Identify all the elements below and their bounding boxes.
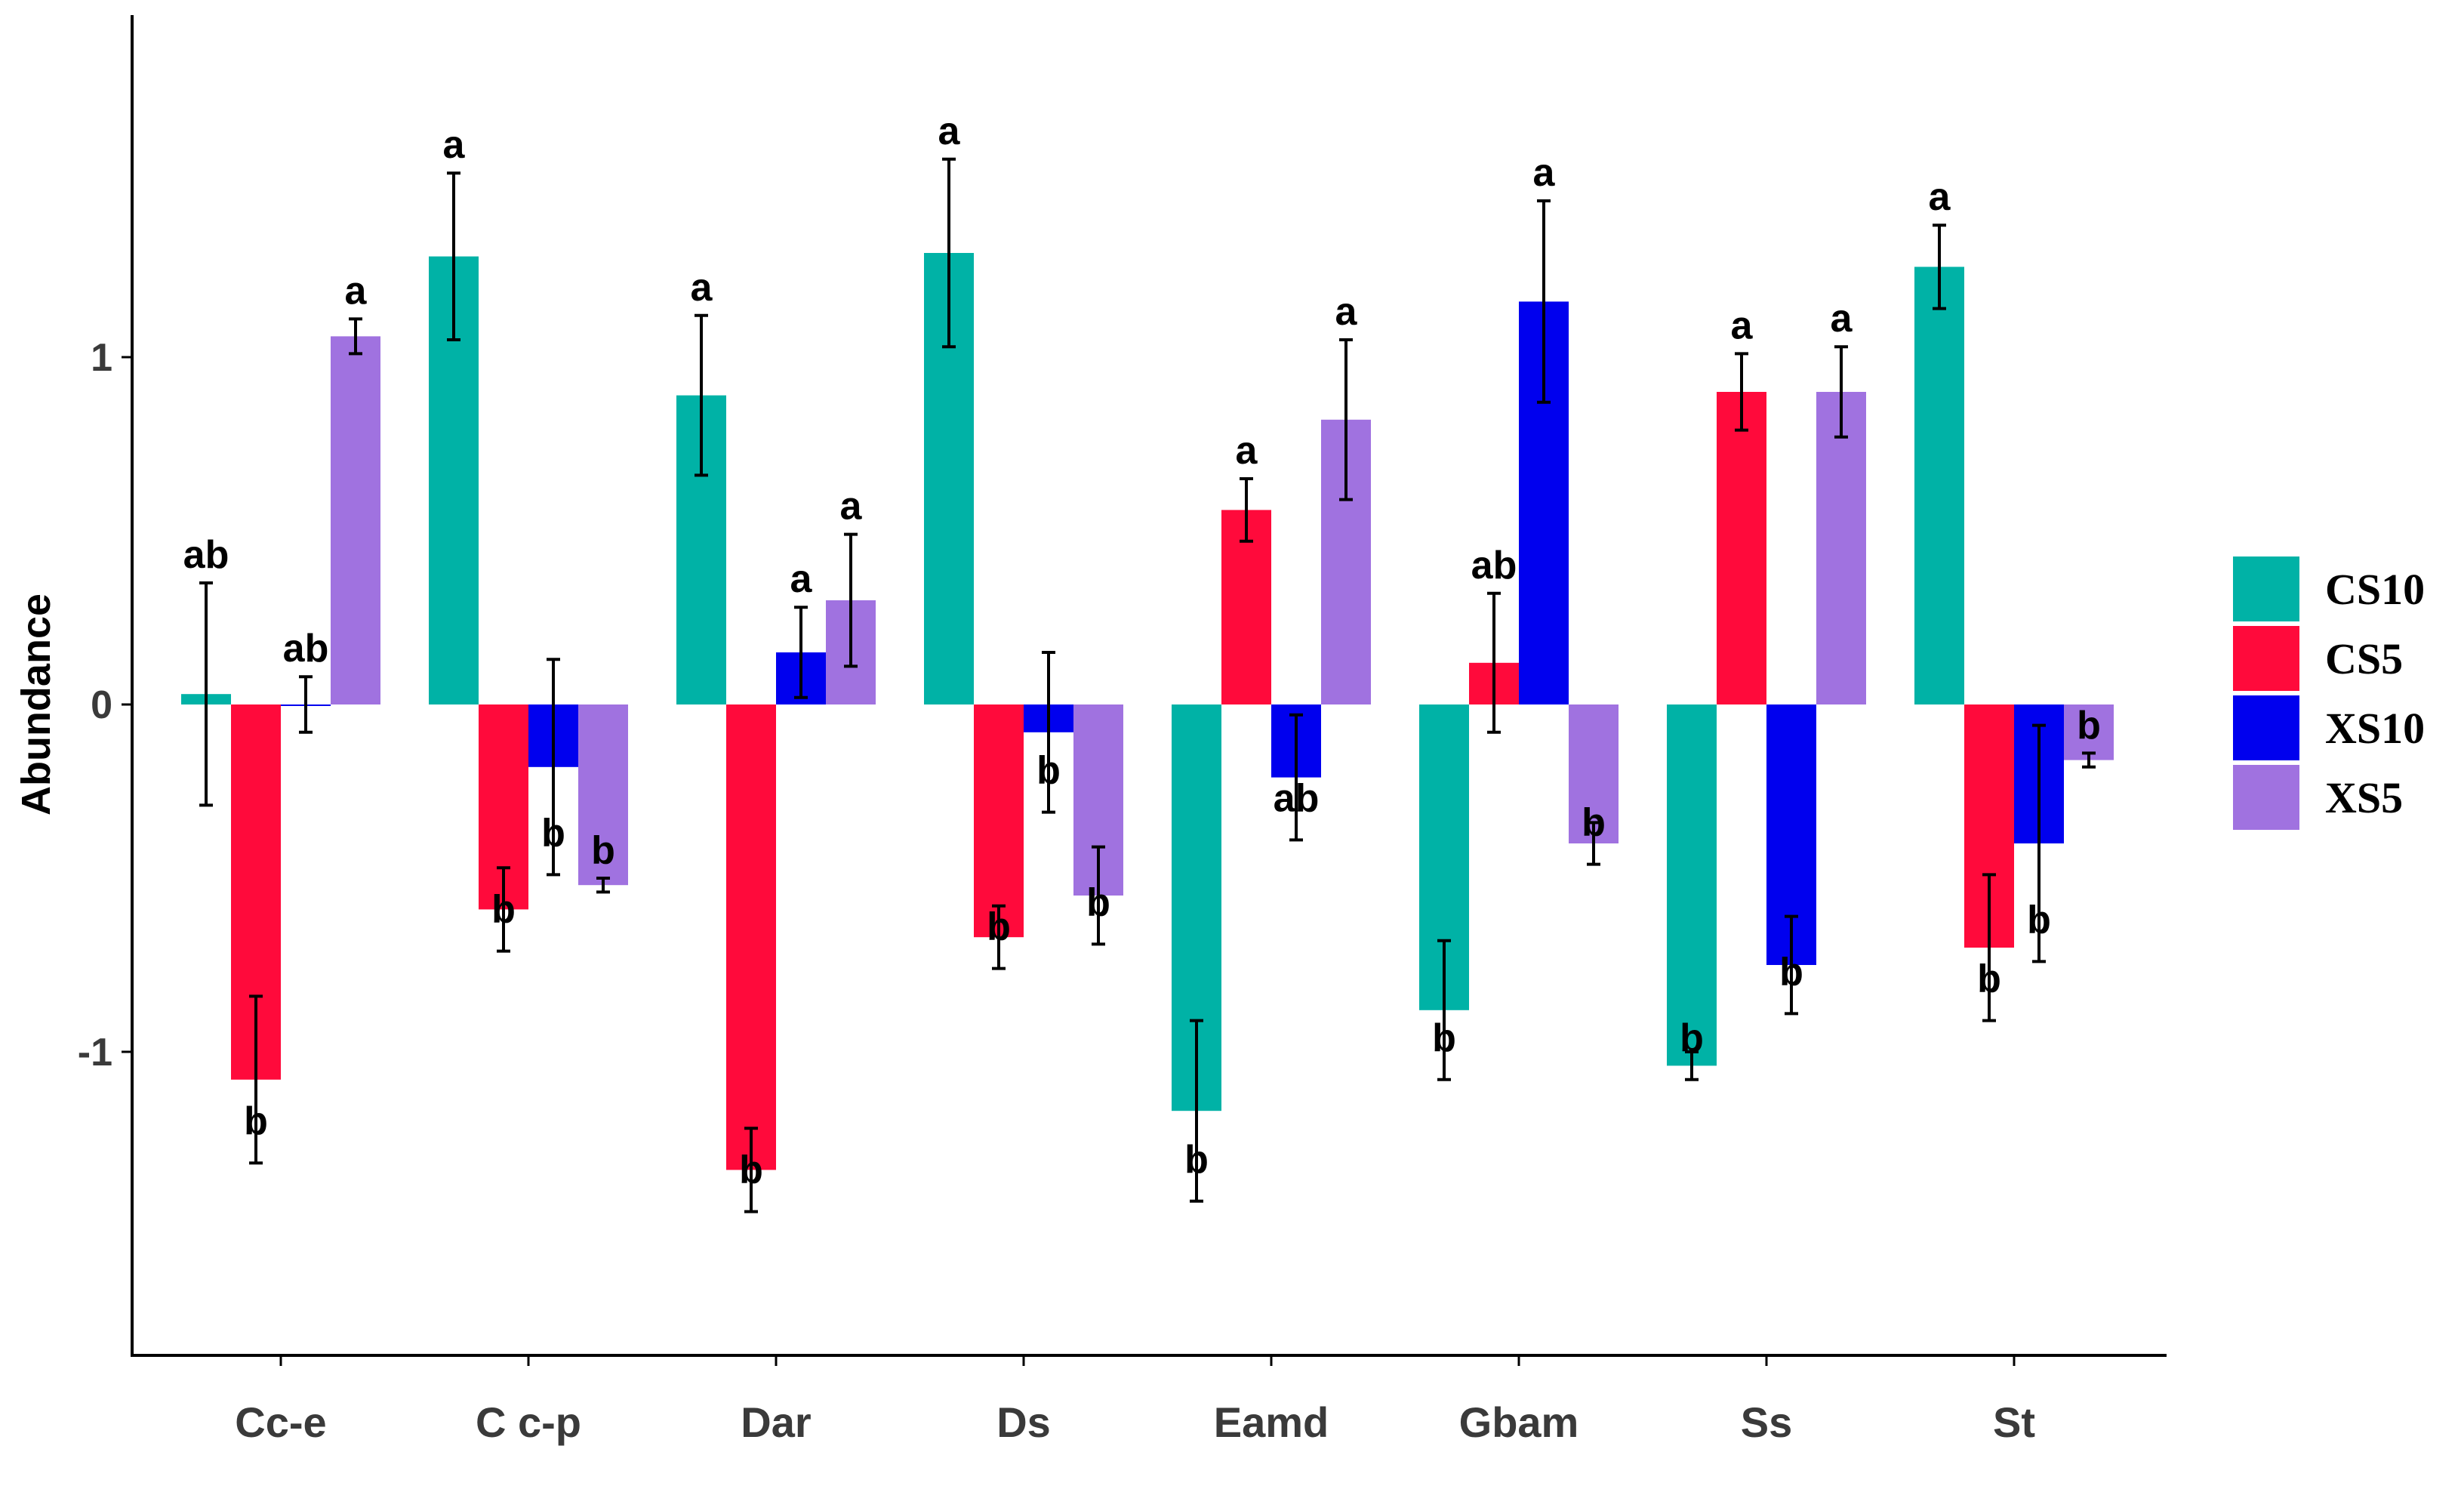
legend-label: XS5 [2325,773,2403,822]
bar-xs5 [331,336,380,704]
bar-xs5 [2064,704,2114,760]
significance-letter: a [691,266,713,310]
significance-letter: a [1335,290,1358,334]
bar-xs5 [1569,704,1619,843]
bar-cs5 [726,704,776,1170]
significance-letter: b [1680,1016,1704,1060]
significance-letter: b [1086,880,1110,924]
y-tick-label: 1 [91,336,112,380]
significance-letter: a [790,557,813,601]
y-tick-label: 0 [91,683,112,727]
significance-letter: a [1236,429,1258,473]
bar-cs10 [1914,267,1964,704]
x-tick-label: Ds [996,1398,1051,1446]
bar-cs5 [1717,392,1766,704]
bar-cs10 [1667,704,1717,1066]
significance-letter: a [1929,175,1951,219]
x-tick-label: Cc-e [235,1398,326,1446]
x-tick-label: Ss [1741,1398,1793,1446]
bars-layer [181,253,2114,1170]
legend-swatch-xs10 [2233,695,2299,760]
significance-letter: a [1533,151,1556,195]
significance-letter: b [491,888,516,932]
y-tick-label: -1 [78,1031,112,1074]
significance-letter: b [1432,1016,1456,1060]
bar-cs5 [974,704,1024,938]
x-tick-label: Gbam [1459,1398,1579,1446]
legend-swatch-cs5 [2233,626,2299,691]
error-bars-layer [199,157,2096,1213]
significance-letter: a [345,269,368,313]
x-tick-label: C c-p [476,1398,581,1446]
significance-letter: b [1184,1138,1209,1182]
significance-letter: ab [1274,776,1320,820]
x-tick-label: Eamd [1214,1398,1329,1446]
significance-letter: b [2077,704,2101,748]
x-ticks-layer: Cc-e C c-p Dar Ds Eamd Gbam Ss St [235,1355,2035,1446]
x-tick-label: St [1993,1398,2035,1446]
significance-letter: ab [283,627,329,671]
significance-letter: ab [1471,544,1517,587]
significance-letter: b [541,811,565,855]
y-axis-label: Abundance [14,593,59,815]
significance-letter: a [938,109,961,153]
significance-letter: a [1731,304,1754,347]
significance-letter: ab [183,533,229,577]
x-tick-label: Dar [741,1398,811,1446]
significance-letter: a [1831,297,1853,341]
significance-letter: b [739,1148,763,1192]
bar-xs5 [578,704,628,886]
significance-letter: b [987,905,1011,949]
significance-letter: b [2027,898,2051,942]
legend-swatch-xs5 [2233,765,2299,830]
y-ticks-layer: -1 0 1 [78,336,132,1074]
legend-swatch-cs10 [2233,556,2299,621]
significance-letter: b [244,1099,268,1143]
significance-letter: b [1582,801,1606,845]
bar-xs5 [1816,392,1866,704]
legend-label: CS5 [2325,634,2403,683]
legend-label: XS10 [2325,704,2425,753]
legend-label: CS10 [2325,565,2425,614]
axes-layer [131,15,2167,1357]
significance-letter: a [840,485,863,529]
significance-letter: b [1036,749,1061,793]
legend: CS10 CS5 XS10 XS5 [2233,556,2425,830]
significance-letter: b [1977,957,2001,1001]
significance-letter: b [1779,950,1803,994]
significance-letter: b [591,828,615,872]
significance-letter: a [443,123,466,167]
